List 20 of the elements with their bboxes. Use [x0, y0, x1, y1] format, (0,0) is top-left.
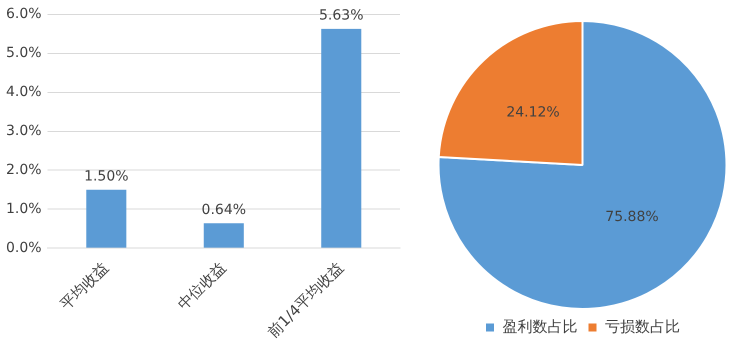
- bar: [321, 28, 362, 248]
- legend-label: 盈利数占比: [502, 317, 578, 336]
- data-label: 1.50%: [84, 168, 129, 184]
- data-label: 0.64%: [202, 202, 246, 218]
- x-tick-label: 前1/4平均收益: [264, 258, 347, 342]
- y-tick-label: 6.0%: [6, 6, 42, 22]
- y-tick-label: 4.0%: [6, 84, 42, 100]
- x-tick-label: 平均收益: [56, 258, 112, 314]
- bar: [86, 190, 126, 248]
- x-tick-label: 中位收益: [174, 258, 230, 314]
- y-tick-label: 0.0%: [6, 240, 42, 256]
- bar: [204, 223, 244, 248]
- data-label: 5.63%: [319, 7, 364, 24]
- data-label: 24.12%: [506, 104, 560, 120]
- y-tick-label: 3.0%: [6, 122, 42, 139]
- y-tick-label: 1.0%: [6, 200, 42, 217]
- legend-label: 亏损数占比: [605, 317, 680, 336]
- y-tick-label: 2.0%: [6, 162, 42, 178]
- y-tick-label: 5.0%: [6, 45, 42, 61]
- data-label: 75.88%: [605, 208, 659, 225]
